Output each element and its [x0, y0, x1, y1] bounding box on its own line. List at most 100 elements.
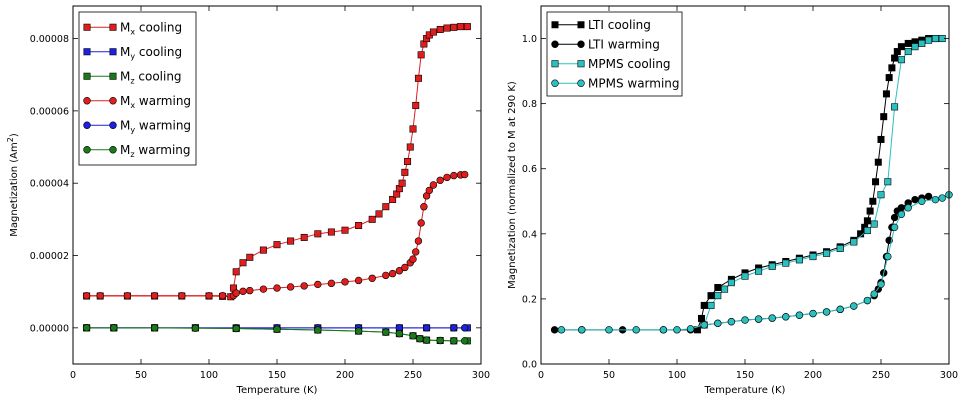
x-axis-label: Temperature (K) — [236, 385, 318, 396]
data-point — [885, 74, 893, 82]
legend: Mx cooling My cooling Mz cooling Mx warming… — [78, 11, 197, 166]
data-point — [425, 186, 434, 195]
data-point — [401, 263, 409, 272]
data-point — [850, 238, 858, 246]
data-point — [409, 332, 417, 340]
data-point — [417, 219, 425, 227]
data-point — [409, 255, 417, 263]
legend-marker — [577, 40, 585, 48]
x-tick-label: 200 — [336, 370, 354, 381]
x-tick-label: 150 — [268, 370, 286, 381]
data-point — [659, 326, 668, 334]
data-point — [354, 327, 363, 335]
data-point — [300, 282, 308, 290]
y-axis-label: Magnetization (Am2) — [6, 133, 20, 237]
data-point — [884, 252, 892, 261]
data-point — [389, 195, 397, 203]
data-point — [232, 324, 240, 333]
legend-marker — [109, 146, 117, 154]
data-point — [375, 210, 383, 218]
data-point — [931, 35, 939, 43]
data-point — [460, 337, 469, 345]
x-tick-label: 100 — [200, 370, 218, 381]
legend: LTI cooling LTI warming MPMS cooling MPMS w… — [546, 11, 683, 97]
data-point — [191, 324, 200, 332]
data-point — [721, 285, 729, 293]
data-point — [417, 51, 425, 59]
data-point — [897, 43, 905, 51]
data-point — [904, 39, 912, 47]
data-point — [368, 274, 376, 282]
data-point — [686, 325, 695, 333]
data-point — [754, 315, 763, 323]
data-point — [550, 326, 559, 334]
data-point — [429, 181, 438, 189]
legend-label: Mx warming — [120, 94, 191, 110]
data-point — [429, 28, 437, 36]
data-point — [741, 272, 749, 280]
data-point — [872, 178, 880, 186]
data-point — [286, 283, 295, 291]
legend-label: My warming — [120, 118, 191, 134]
data-point — [938, 194, 946, 202]
data-point — [890, 213, 899, 222]
data-point — [882, 90, 890, 98]
data-point — [232, 268, 240, 276]
data-point — [414, 74, 422, 82]
data-point — [880, 113, 888, 121]
data-point — [450, 171, 458, 180]
data-point — [259, 285, 268, 293]
data-point — [205, 291, 213, 300]
y-tick-label: 0.4 — [522, 229, 537, 240]
legend-marker — [83, 48, 91, 56]
legend-marker — [551, 79, 559, 87]
y-tick-label: 0.0 — [522, 360, 537, 371]
data-point — [96, 291, 104, 300]
data-point — [382, 203, 390, 211]
legend-marker — [109, 48, 117, 56]
data-point — [422, 324, 431, 332]
data-point — [809, 253, 817, 261]
data-point — [925, 36, 933, 44]
legend-label: My cooling — [120, 45, 182, 61]
data-point — [877, 135, 885, 143]
series-line — [86, 327, 465, 342]
data-point — [436, 176, 444, 184]
data-point — [416, 334, 424, 343]
legend-marker — [83, 146, 91, 154]
data-point — [714, 292, 722, 300]
data-point — [697, 314, 705, 322]
series-0-3 — [82, 170, 469, 300]
data-point — [395, 267, 404, 275]
y-tick-label: 0.00004 — [30, 179, 69, 190]
data-point — [673, 326, 681, 334]
x-tick-label: 300 — [940, 370, 958, 381]
data-point — [890, 223, 899, 232]
data-point — [741, 316, 749, 324]
data-point — [82, 291, 91, 300]
data-point — [866, 207, 874, 215]
legend-marker — [551, 40, 559, 48]
legend-label: MPMS cooling — [588, 57, 671, 71]
legend-marker — [83, 72, 91, 80]
data-point — [918, 197, 926, 205]
data-point — [110, 324, 118, 332]
data-point — [727, 279, 735, 287]
data-point — [904, 204, 912, 212]
data-point — [450, 23, 458, 31]
data-point — [314, 326, 322, 334]
legend-label: Mx cooling — [120, 20, 182, 36]
data-point — [327, 228, 335, 236]
x-tick-label: 200 — [804, 370, 822, 381]
data-point — [700, 301, 708, 309]
y-tick-label: 0.00000 — [30, 323, 69, 334]
data-point — [314, 230, 322, 238]
data-point — [273, 325, 281, 333]
data-point — [341, 226, 349, 234]
data-point — [911, 195, 919, 204]
data-point — [891, 54, 899, 62]
legend-marker — [577, 79, 585, 87]
data-point — [398, 179, 406, 187]
data-point — [412, 101, 420, 109]
